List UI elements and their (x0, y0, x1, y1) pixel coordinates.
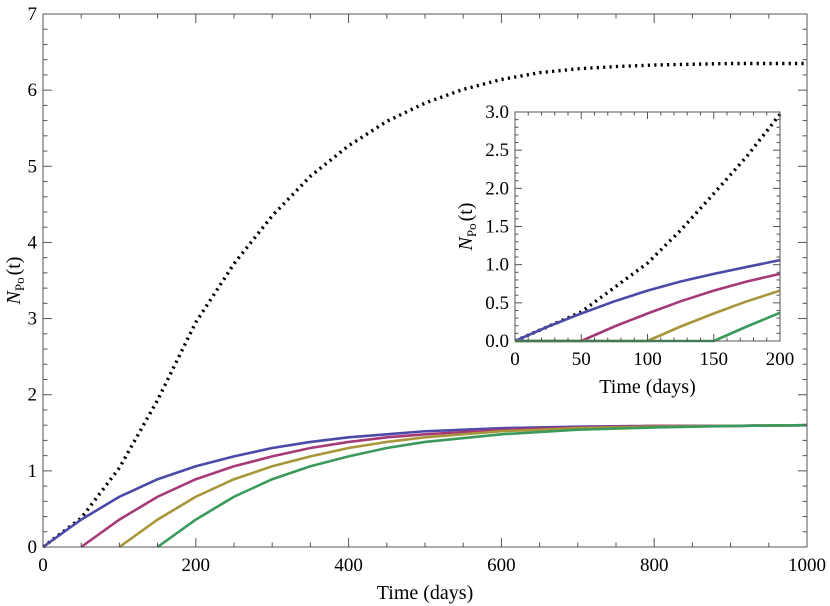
inset-background (515, 112, 780, 341)
main-ytick-label: 6 (28, 80, 38, 101)
inset-ytick-label: 0.5 (485, 293, 509, 314)
inset-xtick-label: 100 (633, 349, 662, 370)
inset-plot: 0 50 100 150 200 0.0 0.5 1.0 1.5 2.0 2.5 3.0 Time (d… (455, 102, 794, 398)
main-xtick-label: 400 (334, 555, 363, 576)
main-ytick-label: 0 (28, 537, 38, 558)
inset-ylabel: NPo(t) (455, 203, 479, 252)
inset-series-total (514, 113, 782, 343)
main-ytick-label: 7 (28, 4, 38, 25)
inset-xtick-label: 0 (510, 349, 520, 370)
inset-xtick-label: 200 (766, 349, 795, 370)
main-ylabel-symbol: N (3, 289, 25, 305)
main-ytick-label: 1 (28, 461, 38, 482)
main-series-onset-50-days (80, 423, 808, 549)
inset-series-onset-50-days (515, 272, 781, 343)
main-ytick-label: 3 (28, 309, 38, 330)
inset-ylabel-argument: (t) (455, 203, 477, 222)
inset-ytick-label: 3.0 (485, 102, 509, 123)
main-series-onset-0-days (42, 423, 808, 549)
main-series-onset-150-days (156, 423, 808, 549)
main-ylabel-argument: (t) (3, 257, 25, 276)
inset-xtick-label: 50 (572, 349, 591, 370)
inset-ytick-label: 2.0 (485, 178, 509, 199)
main-xtick-label: 1000 (788, 555, 826, 576)
inset-ytick-label: 0.0 (485, 331, 509, 352)
main-ylabel-subscript: Po (12, 277, 27, 291)
inset-ytick-label: 1.5 (485, 217, 509, 238)
main-xtick-label: 800 (640, 555, 669, 576)
main-xtick-label: 0 (38, 555, 48, 576)
main-ytick-label: 4 (28, 232, 38, 253)
inset-ytick-label: 1.0 (485, 255, 509, 276)
main-xtick-label: 600 (487, 555, 516, 576)
inset-xtick-label: 150 (700, 349, 729, 370)
main-ytick-label: 5 (28, 156, 38, 177)
main-xtick-label: 200 (182, 555, 211, 576)
inset-ylabel-symbol: N (455, 235, 477, 251)
inset-ytick-label: 2.5 (485, 140, 509, 161)
main-xlabel: Time (days) (377, 582, 473, 604)
inset-ylabel-subscript: Po (464, 223, 479, 237)
main-series-total (41, 61, 807, 549)
main-series-onset-100-days (118, 423, 808, 549)
inset-xlabel: Time (days) (599, 376, 695, 398)
inset-series-onset-0-days (514, 258, 781, 343)
main-ytick-label: 2 (28, 385, 38, 406)
main-ylabel: NPo(t) (3, 257, 27, 306)
